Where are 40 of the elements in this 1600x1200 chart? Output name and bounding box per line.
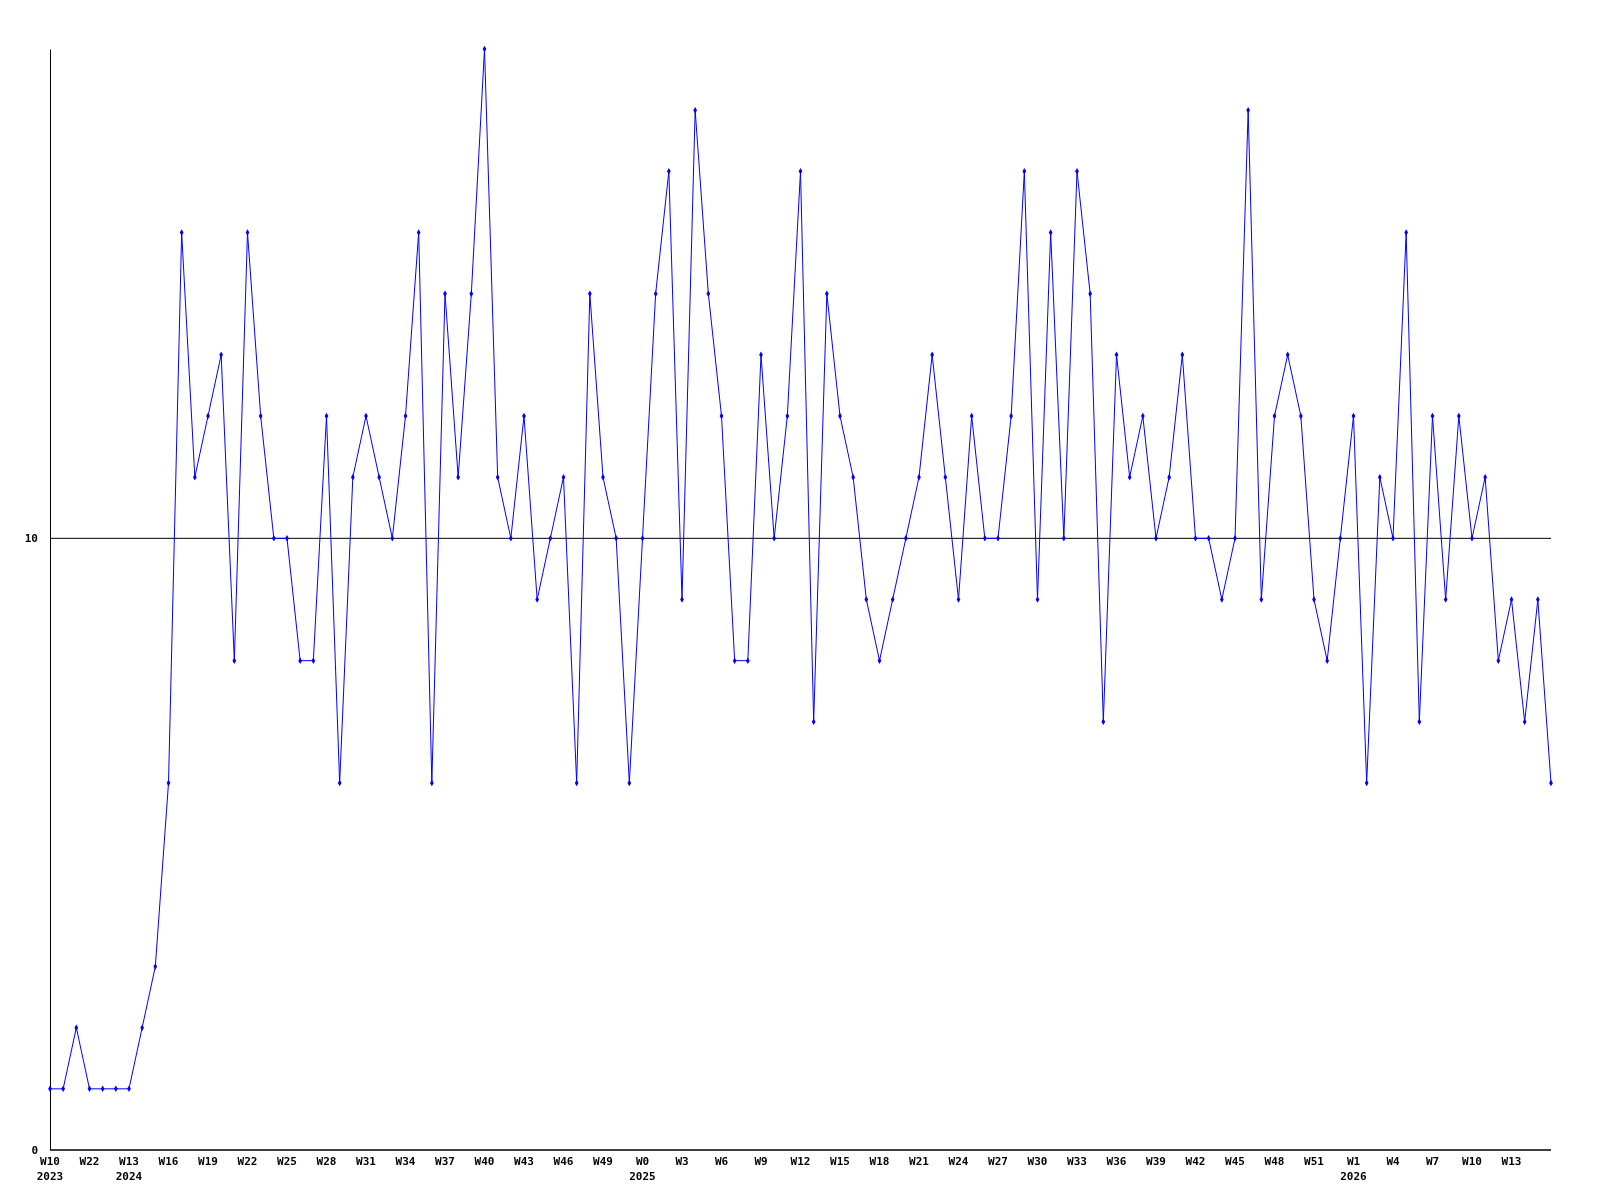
x-tick-label: W18	[869, 1155, 890, 1168]
x-tick-label: W40	[474, 1155, 495, 1168]
x-tick-label: W39	[1146, 1155, 1166, 1168]
x-tick-label: W9	[754, 1155, 768, 1168]
x-tick-label: W12	[790, 1155, 811, 1168]
x-tick-label: W37	[435, 1155, 455, 1168]
x-tick-label: W31	[356, 1155, 377, 1168]
x-tick-label: W24	[948, 1155, 969, 1168]
x-tick-label: W49	[593, 1155, 613, 1168]
x-tick-label: W45	[1225, 1155, 1245, 1168]
x-tick-label: W10	[1462, 1155, 1482, 1168]
x-tick-label: W19	[198, 1155, 218, 1168]
y-tick-label: 0	[31, 1144, 38, 1158]
x-tick-label: W36	[1106, 1155, 1127, 1168]
x-tick-label: W21	[909, 1155, 930, 1168]
x-tick-label: W33	[1067, 1155, 1087, 1168]
x-tick-label: W30	[1027, 1155, 1048, 1168]
x-tick-label: W43	[514, 1155, 534, 1168]
x-tick-label: W3	[675, 1155, 689, 1168]
x-tick-label: W28	[316, 1155, 337, 1168]
x-tick-label: W25	[277, 1155, 297, 1168]
x-tick-label: W13	[1501, 1155, 1522, 1168]
x-tick-label: W27	[988, 1155, 1008, 1168]
x-tick-label: W6	[714, 1155, 729, 1168]
x-tick-label: W42	[1185, 1155, 1206, 1168]
x-tick-label: W4	[1386, 1155, 1400, 1168]
x-tick-label: W7	[1425, 1155, 1440, 1168]
y-tick-label: 10	[24, 532, 38, 546]
x-tick-label: W10 2023	[36, 1155, 64, 1183]
x-tick-label: W22	[79, 1155, 100, 1168]
x-tick-label: W13 2024	[115, 1155, 143, 1183]
x-tick-label: W16	[158, 1155, 179, 1168]
x-tick-label: W1 2026	[1340, 1155, 1368, 1183]
x-tick-label: W15	[830, 1155, 850, 1168]
x-tick-label: W0 2025	[629, 1155, 656, 1183]
x-tick-label: W51	[1304, 1155, 1325, 1168]
x-tick-label: W48	[1264, 1155, 1285, 1168]
x-tick-label: W34	[395, 1155, 416, 1168]
x-tick-label: W22	[237, 1155, 258, 1168]
x-tick-label: W46	[553, 1155, 574, 1168]
